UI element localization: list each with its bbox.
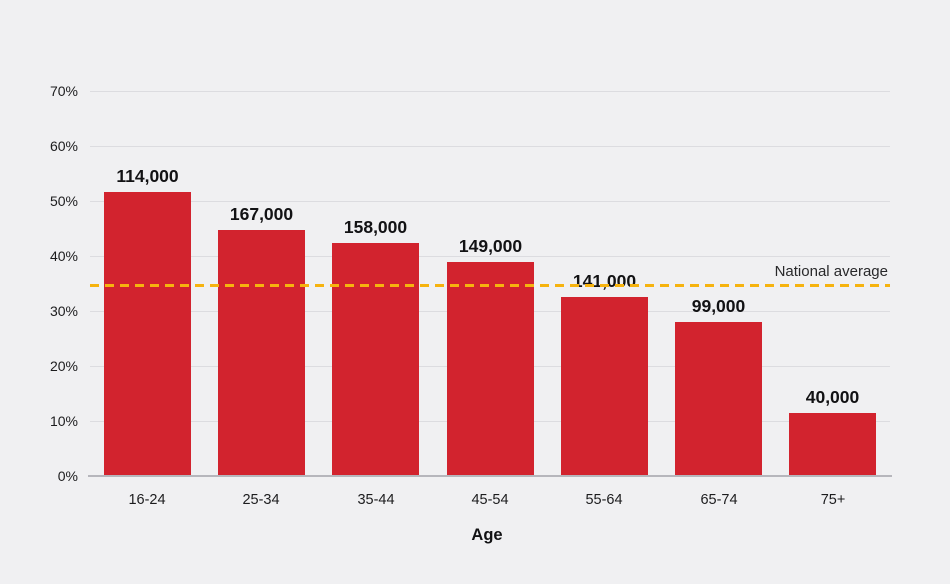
y-tick-label: 50%	[49, 193, 78, 209]
y-tick-label: 40%	[49, 248, 78, 264]
x-tick-label: 65-74	[700, 492, 738, 508]
bar-data-label: 99,000	[691, 296, 746, 316]
gridline-60	[90, 146, 890, 147]
national-average-label: National average	[774, 263, 888, 280]
gridline-50	[90, 201, 890, 202]
x-axis-line	[88, 475, 892, 477]
x-tick-label: 25-34	[242, 492, 280, 508]
bar-rect	[675, 322, 762, 476]
bar-data-label: 167,000	[229, 204, 294, 224]
bar-rect	[789, 413, 876, 476]
bar-data-label: 158,000	[343, 217, 408, 237]
bar-rect	[218, 230, 305, 476]
x-tick-label: 16-24	[128, 492, 166, 508]
y-tick-label: 0%	[57, 468, 78, 484]
bar-data-label: 114,000	[116, 166, 179, 186]
bar-rect	[332, 243, 419, 476]
y-tick-label: 70%	[49, 83, 78, 99]
national-average-line	[90, 284, 890, 287]
bar-rect	[447, 262, 534, 476]
bar-rect	[104, 192, 191, 476]
bar-75+: 40,000	[789, 91, 876, 476]
x-tick-label: 45-54	[471, 492, 509, 508]
gridline-40	[90, 256, 890, 257]
y-tick-label: 10%	[49, 413, 78, 429]
bar-35-44: 158,000	[332, 91, 419, 476]
bar-65-74: 99,000	[675, 91, 762, 476]
y-tick-label: 60%	[49, 138, 78, 154]
bar-rect	[561, 297, 648, 476]
bar-25-34: 167,000	[218, 91, 305, 476]
y-tick-label: 30%	[49, 303, 78, 319]
x-tick-label: 35-44	[357, 492, 395, 508]
gridline-70	[90, 91, 890, 92]
bar-16-24: 114,000	[104, 91, 191, 476]
bar-data-label: 141,000	[572, 271, 637, 291]
bar-data-label: 40,000	[805, 387, 860, 407]
bar-45-54: 149,000	[447, 91, 534, 476]
x-tick-label: 75+	[820, 492, 846, 508]
y-tick-label: 20%	[49, 358, 78, 374]
bar-data-label: 149,000	[458, 236, 523, 256]
x-tick-label: 55-64	[585, 492, 623, 508]
x-axis-title: Age	[471, 526, 503, 544]
